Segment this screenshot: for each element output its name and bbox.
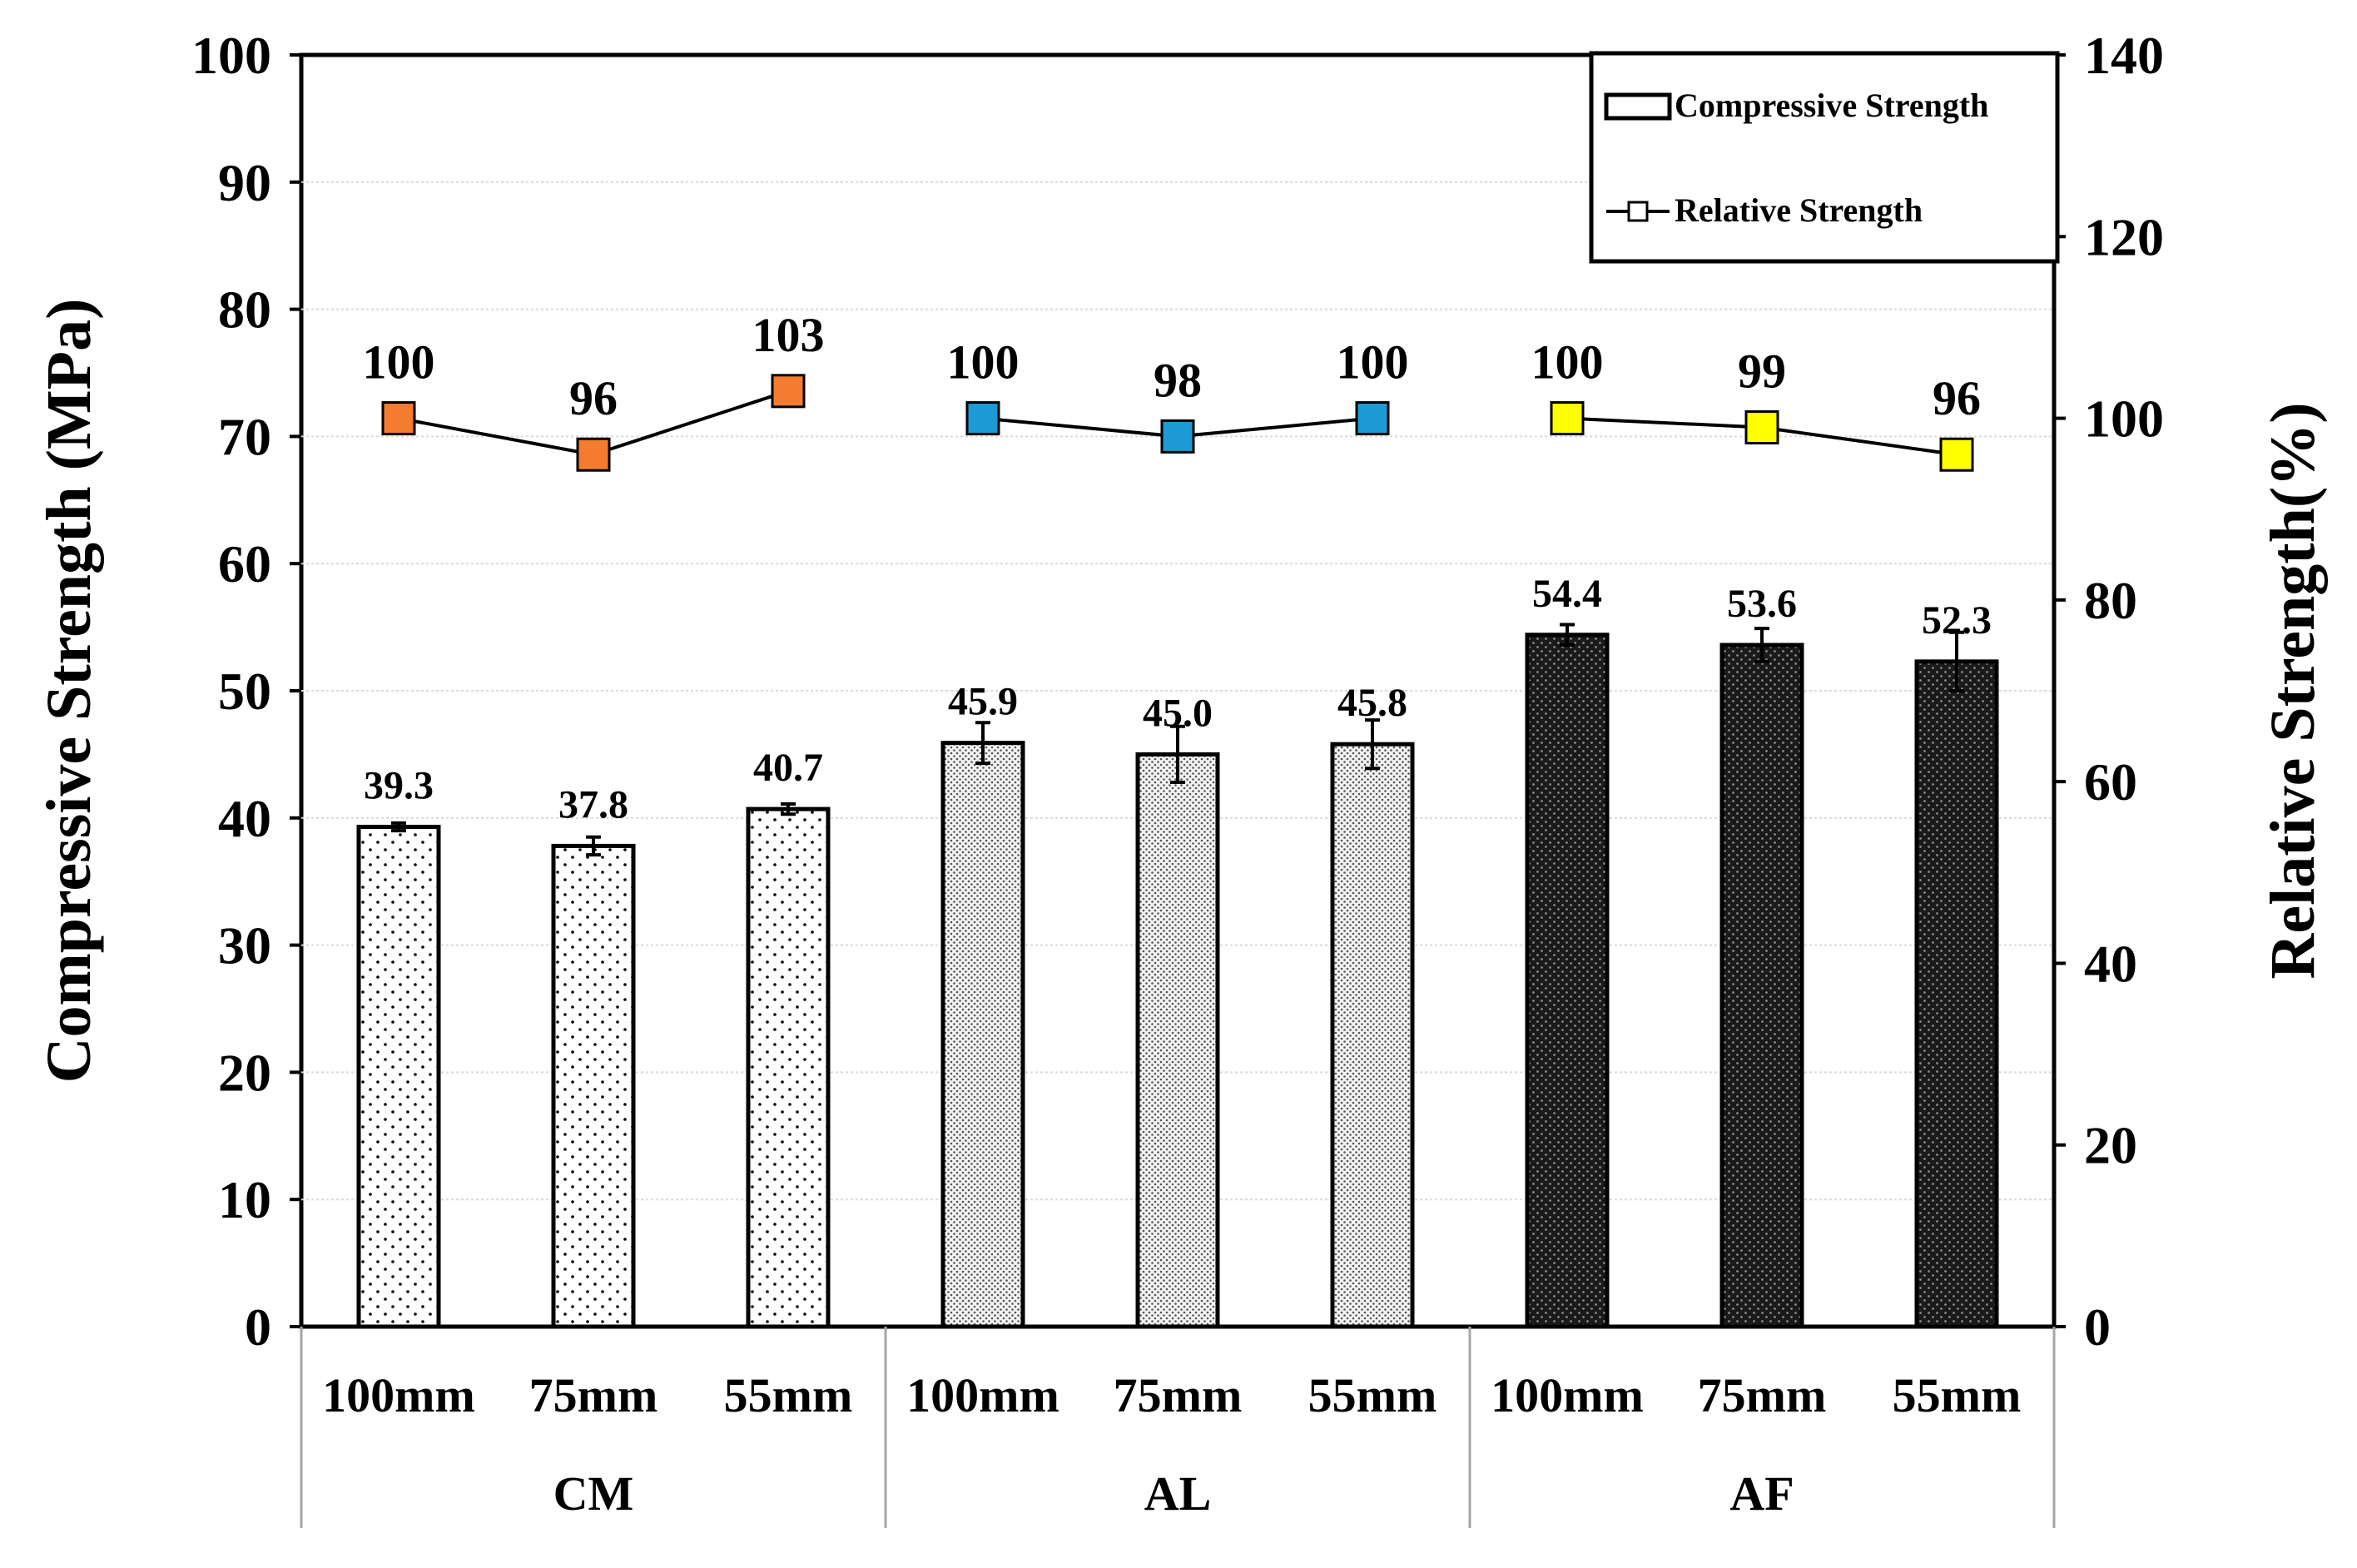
relative-marker-9	[1939, 437, 1974, 472]
bar-8	[1719, 643, 1804, 1329]
relative-value-labels: 100 96 103 100 98 100 100 99 96	[363, 308, 1982, 425]
right-tick-label-100: 100	[2084, 390, 2164, 449]
relative-value-label-6: 100	[1337, 335, 1409, 390]
left-axis-ticks: 0 10 20 30 40 50 60 70 80 90 100	[191, 26, 301, 1357]
right-axis-ticks: 0 20 40 60 80 100 120 140	[2054, 26, 2164, 1357]
bars	[356, 633, 1999, 1329]
relative-value-label-5: 98	[1154, 353, 1202, 407]
left-tick-label-60: 60	[218, 534, 271, 593]
bar-3	[746, 806, 831, 1329]
relative-marker-8	[1744, 409, 1779, 444]
left-tick-label-70: 70	[218, 407, 271, 466]
bar-value-label-9: 52.3	[1922, 598, 1992, 643]
left-tick-label-30: 30	[218, 916, 271, 975]
legend-label-relative: Relative Strength	[1675, 191, 1923, 229]
bar-value-label-8: 53.6	[1727, 582, 1797, 626]
relative-marker-4	[965, 401, 1000, 436]
left-tick-label-10: 10	[218, 1170, 271, 1229]
category-label-8: 75mm	[1698, 1368, 1827, 1422]
bar-value-labels: 39.3 37.8 40.7 45.9 45.0 45.8 54.4 53.6 52.3	[364, 572, 1992, 827]
category-label-2: 75mm	[529, 1368, 658, 1422]
right-tick-label-60: 60	[2084, 752, 2137, 811]
error-bars	[391, 623, 1964, 857]
relative-marker-3	[771, 374, 806, 409]
relative-marker-6	[1355, 401, 1390, 436]
relative-value-label-9: 96	[1933, 371, 1981, 425]
relative-value-label-4: 100	[947, 335, 1020, 390]
bar-6	[1330, 742, 1415, 1329]
legend-bar-swatch	[1604, 92, 1672, 121]
right-tick-label-20: 20	[2084, 1116, 2137, 1175]
relative-value-label-8: 99	[1738, 344, 1786, 398]
legend-box	[1589, 51, 2060, 264]
bar-2	[551, 843, 636, 1329]
relative-strength-line	[381, 374, 1974, 472]
group-label-CM: CM	[553, 1466, 634, 1521]
relative-value-label-2: 96	[569, 371, 618, 425]
bar-4	[940, 741, 1025, 1329]
relative-marker-2	[576, 437, 611, 472]
group-label-AL: AL	[1144, 1466, 1212, 1521]
left-tick-label-40: 40	[218, 789, 271, 848]
category-label-5: 75mm	[1114, 1368, 1243, 1422]
bar-value-label-5: 45.0	[1143, 691, 1213, 735]
bar-9	[1914, 659, 1999, 1329]
right-tick-label-140: 140	[2084, 26, 2164, 85]
left-tick-label-100: 100	[191, 26, 271, 85]
right-tick-label-120: 120	[2084, 207, 2164, 266]
legend-marker-swatch	[1627, 201, 1649, 222]
bar-value-label-6: 45.8	[1337, 681, 1407, 725]
category-label-3: 55mm	[724, 1368, 853, 1422]
bar-value-label-4: 45.9	[948, 680, 1018, 724]
bar-1	[356, 824, 441, 1329]
left-tick-label-80: 80	[218, 280, 271, 340]
relative-value-label-1: 100	[363, 335, 435, 390]
category-label-4: 100mm	[906, 1368, 1059, 1422]
right-tick-label-80: 80	[2084, 571, 2137, 630]
category-label-6: 55mm	[1308, 1368, 1437, 1422]
bar-value-label-7: 54.4	[1532, 572, 1602, 616]
left-tick-label-20: 20	[218, 1043, 271, 1102]
left-tick-label-0: 0	[245, 1298, 271, 1357]
right-tick-label-40: 40	[2084, 934, 2137, 993]
bar-value-label-1: 39.3	[364, 763, 434, 807]
y-axis-title: Compressive Strength (MPa)	[34, 299, 104, 1084]
bar-value-label-2: 37.8	[558, 782, 628, 826]
bar-5	[1135, 752, 1220, 1329]
category-label-9: 55mm	[1893, 1368, 2022, 1422]
x-axis: 100mm 75mm 55mm 100mm 75mm 55mm 100mm 75mm 55mm C…	[300, 1324, 2056, 1528]
relative-value-label-3: 103	[752, 308, 825, 362]
legend: Compressive Strength Relative Strength	[1589, 51, 2060, 264]
relative-marker-1	[381, 401, 416, 436]
y2-axis-title: Relative Strength(%)	[2258, 402, 2328, 979]
left-tick-label-50: 50	[218, 662, 271, 721]
left-tick-label-90: 90	[218, 153, 271, 212]
category-label-1: 100mm	[322, 1368, 475, 1422]
relative-marker-7	[1550, 401, 1585, 436]
relative-marker-5	[1160, 419, 1195, 454]
right-tick-label-0: 0	[2084, 1298, 2111, 1357]
relative-value-label-7: 100	[1531, 335, 1604, 390]
legend-label-compressive: Compressive Strength	[1675, 87, 1988, 124]
category-label-7: 100mm	[1491, 1368, 1644, 1422]
bar-value-label-3: 40.7	[753, 746, 823, 790]
group-label-AF: AF	[1729, 1466, 1794, 1521]
bar-7	[1525, 633, 1610, 1329]
